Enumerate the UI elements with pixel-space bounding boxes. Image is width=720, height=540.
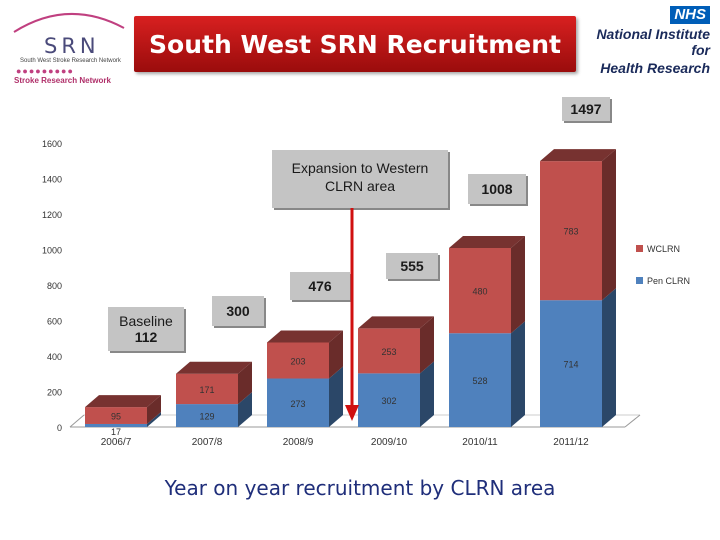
total-value-label: 476 — [308, 278, 332, 294]
data-label-wclrn: 95 — [111, 412, 121, 422]
total-value-label: 300 — [226, 303, 250, 319]
floor-right-edge — [624, 414, 641, 428]
data-label-pen-clrn: 528 — [472, 376, 487, 386]
total-value-label: 1497 — [570, 101, 601, 117]
baseline-label: Baseline — [119, 313, 173, 329]
bar-pen-clrn — [540, 300, 602, 427]
x-tick-label: 2009/10 — [371, 437, 408, 448]
total-value-label: 112 — [135, 329, 158, 345]
total-callout — [212, 296, 264, 326]
expansion-arrow-head — [345, 405, 359, 421]
data-label-wclrn: 203 — [290, 356, 305, 366]
data-label-wclrn: 253 — [381, 347, 396, 357]
bar-wclrn-side — [602, 149, 616, 301]
y-tick-label: 1400 — [42, 174, 62, 184]
legend-swatch — [636, 277, 643, 284]
data-label-pen-clrn: 129 — [199, 412, 214, 422]
bar-pen-clrn-side — [420, 361, 434, 427]
expansion-label: Expansion to Western — [292, 160, 429, 176]
bar-wclrn-side — [147, 395, 161, 424]
legend-swatch — [636, 245, 643, 252]
bar-pen-clrn — [176, 404, 238, 427]
srn-logo-swoosh — [13, 13, 125, 33]
srn-logo: SRN South West Stroke Research Network ●… — [8, 6, 128, 85]
x-tick-label: 2008/9 — [283, 437, 314, 448]
bar-wclrn — [176, 373, 238, 405]
total-callout — [386, 253, 438, 279]
floor-left-edge — [69, 414, 85, 428]
bar-pen-clrn-side — [238, 392, 252, 427]
bar-top — [449, 235, 525, 248]
bar-wclrn — [267, 342, 329, 379]
bar-pen-clrn-side — [329, 366, 343, 427]
y-tick-label: 1600 — [42, 139, 62, 149]
total-value-label: 555 — [400, 258, 424, 274]
bar-wclrn — [540, 161, 602, 301]
bar-wclrn — [85, 407, 147, 424]
y-tick-label: 800 — [47, 281, 62, 291]
bar-pen-clrn-side — [602, 288, 616, 427]
data-label-wclrn: 171 — [199, 385, 214, 395]
legend-label: Pen CLRN — [647, 276, 690, 286]
y-tick-label: 400 — [47, 352, 62, 362]
bar-top — [85, 395, 161, 408]
nihr-line-2: Health Research — [600, 60, 710, 76]
bar-pen-clrn — [449, 333, 511, 427]
bar-wclrn — [449, 247, 511, 334]
data-label-wclrn: 480 — [472, 287, 487, 297]
nihr-logo: NHS National Institute for Health Resear… — [574, 6, 710, 76]
total-value-label: 1008 — [481, 181, 512, 197]
bar-wclrn-side — [329, 330, 343, 379]
nihr-line-1: National Institute for — [596, 26, 710, 58]
bar-wclrn-side — [511, 235, 525, 334]
x-tick-label: 2011/12 — [553, 437, 589, 448]
data-label-pen-clrn: 17 — [111, 427, 121, 437]
bar-wclrn-side — [238, 361, 252, 405]
chart-subtitle: Year on year recruitment by CLRN area — [164, 476, 556, 500]
x-tick-label: 2007/8 — [192, 437, 223, 448]
bar-top — [540, 149, 616, 162]
total-callout — [108, 307, 184, 351]
data-label-wclrn: 783 — [563, 227, 578, 237]
srn-logo-subtitle: South West Stroke Research Network — [20, 58, 121, 64]
expansion-label: CLRN area — [325, 178, 395, 194]
nhs-badge: NHS — [670, 6, 710, 24]
srn-logo-dots: ●●●●●●●●● — [16, 66, 74, 76]
data-label-pen-clrn: 302 — [381, 396, 396, 406]
bar-pen-clrn — [85, 423, 147, 427]
srn-logo-letters: SRN — [44, 34, 100, 58]
title-banner: South West SRN Recruitment — [134, 16, 576, 72]
expansion-callout — [272, 150, 448, 208]
bar-pen-clrn-side — [511, 321, 525, 427]
y-tick-label: 0 — [57, 423, 62, 433]
x-tick-label: 2010/11 — [462, 437, 498, 448]
total-callout — [290, 272, 350, 300]
bar-pen-clrn — [267, 378, 329, 427]
page-title: South West SRN Recruitment — [149, 29, 561, 59]
bar-pen-clrn — [358, 373, 420, 427]
bar-top — [267, 330, 343, 343]
srn-logo-network: Stroke Research Network — [14, 76, 111, 85]
legend-label: WCLRN — [647, 244, 680, 254]
data-label-pen-clrn: 714 — [563, 360, 578, 370]
x-tick-label: 2006/7 — [101, 437, 132, 448]
bar-top — [358, 316, 434, 329]
total-callout — [468, 174, 526, 204]
bar-pen-clrn-side — [147, 411, 161, 427]
bar-top — [176, 361, 252, 374]
y-tick-label: 1200 — [42, 210, 62, 220]
bar-wclrn — [358, 328, 420, 374]
y-tick-label: 1000 — [42, 245, 62, 255]
y-tick-label: 200 — [47, 387, 62, 397]
bar-wclrn-side — [420, 316, 434, 374]
y-tick-label: 600 — [47, 316, 62, 326]
total-callout — [562, 97, 610, 121]
data-label-pen-clrn: 273 — [290, 399, 305, 409]
